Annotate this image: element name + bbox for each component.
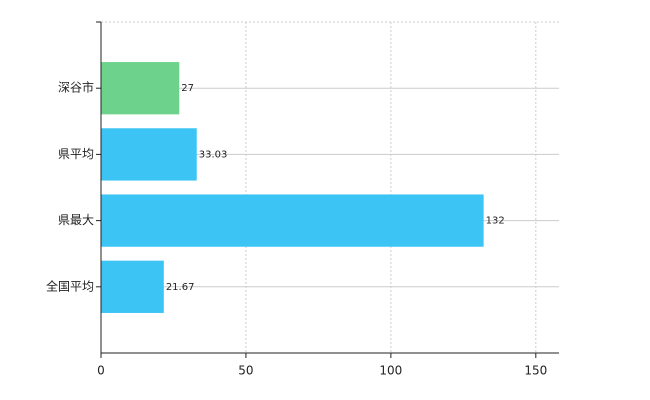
- x-tick-label: 0: [97, 364, 105, 378]
- bar: [101, 62, 180, 115]
- value-label: 132: [486, 216, 505, 227]
- y-tick-label: 県最大: [58, 213, 94, 227]
- x-tick-label: 100: [379, 364, 402, 378]
- bar: [101, 260, 164, 313]
- bar: [101, 194, 484, 247]
- x-tick-label: 150: [524, 364, 547, 378]
- x-tick-label: 50: [238, 364, 253, 378]
- value-label: 27: [181, 83, 194, 94]
- y-tick-label: 県平均: [58, 147, 94, 161]
- y-tick-label: 全国平均: [46, 278, 94, 293]
- value-label: 33.03: [199, 149, 228, 160]
- bar: [101, 128, 197, 181]
- value-label: 21.67: [166, 282, 195, 293]
- y-tick-label: 深谷市: [58, 80, 94, 95]
